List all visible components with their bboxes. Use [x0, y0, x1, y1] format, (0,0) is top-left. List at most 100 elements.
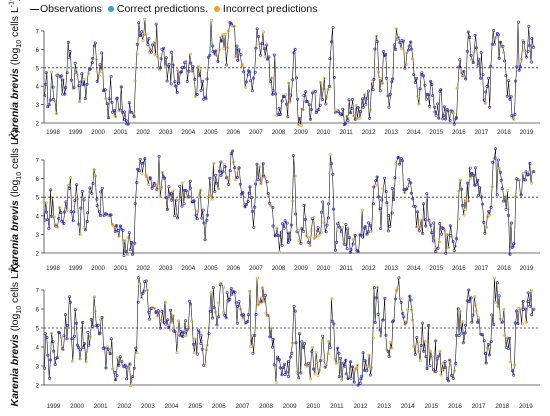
- x-tick-label: 2009: [294, 129, 308, 136]
- x-tick-label: 2008: [272, 265, 286, 272]
- unit-part: ): [9, 263, 21, 267]
- correct-prediction-point: [91, 182, 95, 186]
- correct-prediction-point: [463, 331, 467, 335]
- correct-prediction-point: [358, 381, 362, 385]
- correct-prediction-point: [252, 226, 256, 230]
- correct-prediction-point: [451, 240, 455, 244]
- incorrect-prediction-point: [135, 52, 139, 56]
- incorrect-prediction-point: [417, 102, 421, 106]
- correct-prediction-point: [468, 166, 472, 170]
- correct-prediction-point: [142, 289, 146, 293]
- correct-prediction-point: [177, 81, 181, 85]
- correct-prediction-point: [110, 100, 114, 104]
- correct-prediction-point: [390, 186, 394, 190]
- correct-prediction-point: [310, 350, 314, 354]
- correct-prediction-point: [298, 332, 302, 336]
- incorrect-prediction-point: [290, 341, 294, 345]
- correct-prediction-point: [437, 354, 441, 358]
- incorrect-prediction-point: [267, 195, 271, 199]
- correct-prediction-point: [189, 302, 193, 306]
- correct-prediction-point: [271, 89, 275, 93]
- correct-prediction-point: [469, 296, 473, 300]
- incorrect-prediction-point: [158, 194, 162, 198]
- incorrect-prediction-point: [126, 252, 130, 256]
- y-tick-label: 6: [36, 48, 40, 54]
- correct-prediction-point: [242, 70, 246, 74]
- correct-prediction-point: [384, 52, 388, 56]
- incorrect-prediction-point: [374, 183, 378, 187]
- correct-prediction-point: [419, 343, 423, 347]
- correct-prediction-point: [249, 79, 253, 83]
- correct-prediction-point: [304, 90, 308, 94]
- incorrect-prediction-point: [458, 178, 462, 182]
- correct-prediction-point: [207, 55, 211, 59]
- correct-prediction-point: [276, 355, 280, 359]
- incorrect-prediction-point: [115, 356, 119, 360]
- incorrect-prediction-point: [151, 306, 155, 310]
- correct-prediction-point: [382, 49, 386, 53]
- correct-prediction-point: [46, 218, 50, 222]
- correct-prediction-point: [237, 48, 241, 52]
- correct-prediction-point: [254, 182, 258, 186]
- correct-prediction-point: [125, 122, 129, 126]
- correct-prediction-point: [105, 212, 109, 216]
- correct-prediction-point: [340, 113, 344, 117]
- incorrect-prediction-point: [477, 316, 481, 320]
- correct-prediction-point: [498, 170, 502, 174]
- correct-prediction-point: [256, 178, 260, 182]
- correct-prediction-point: [285, 221, 289, 225]
- x-tick-label: 1998: [46, 129, 60, 136]
- x-tick-label: 2004: [181, 265, 195, 272]
- incorrect-prediction-point: [295, 370, 299, 374]
- correct-prediction-point: [100, 51, 104, 55]
- incorrect-prediction-point: [416, 94, 420, 98]
- x-tick-label: 2018: [497, 129, 511, 136]
- correct-prediction-point: [341, 107, 345, 111]
- correct-prediction-point: [489, 205, 493, 209]
- x-tick-label: 2017: [472, 403, 486, 410]
- correct-prediction-point: [219, 160, 223, 164]
- incorrect-prediction-point: [203, 363, 207, 367]
- correct-prediction-point: [384, 76, 388, 80]
- correct-prediction-point: [75, 183, 79, 187]
- correct-prediction-point: [454, 361, 458, 365]
- correct-prediction-point: [368, 116, 372, 120]
- incorrect-prediction-point: [361, 208, 365, 212]
- species-name: Karenia brevis: [9, 334, 21, 407]
- incorrect-prediction-point: [66, 184, 70, 188]
- incorrect-prediction-point: [163, 65, 167, 69]
- correct-prediction-point: [266, 192, 270, 196]
- correct-prediction-point: [314, 89, 318, 93]
- incorrect-prediction-point: [333, 357, 337, 361]
- incorrect-prediction-point: [99, 69, 103, 73]
- correct-prediction-point: [251, 76, 255, 80]
- correct-prediction-point: [230, 292, 234, 296]
- correct-prediction-point: [346, 119, 350, 123]
- incorrect-prediction-point: [297, 123, 301, 127]
- correct-prediction-point: [471, 61, 475, 65]
- correct-prediction-point: [65, 71, 69, 75]
- correct-prediction-point: [321, 97, 325, 101]
- correct-prediction-point: [124, 119, 128, 123]
- incorrect-prediction-point: [140, 172, 144, 176]
- x-tick-label: 2013: [384, 265, 398, 272]
- correct-prediction-point: [148, 177, 152, 181]
- correct-prediction-point: [119, 227, 123, 231]
- correct-prediction-point: [470, 320, 474, 324]
- correct-prediction-point: [165, 207, 169, 211]
- incorrect-prediction-point: [206, 195, 210, 199]
- incorrect-prediction-point: [240, 64, 244, 68]
- incorrect-prediction-point: [209, 193, 213, 197]
- correct-prediction-point: [290, 351, 294, 355]
- legend: Observations Correct predictions. Incorr…: [30, 1, 323, 17]
- incorrect-prediction-point: [448, 360, 452, 364]
- correct-prediction-point: [440, 232, 444, 236]
- correct-prediction-point: [448, 233, 452, 237]
- x-tick-label: 2000: [91, 265, 105, 272]
- correct-prediction-point: [43, 366, 47, 370]
- correct-prediction-point: [289, 355, 293, 359]
- correct-prediction-point: [413, 205, 417, 209]
- correct-prediction-point: [193, 77, 197, 81]
- correct-prediction-point: [180, 66, 184, 70]
- x-tick-label: 2017: [474, 265, 488, 272]
